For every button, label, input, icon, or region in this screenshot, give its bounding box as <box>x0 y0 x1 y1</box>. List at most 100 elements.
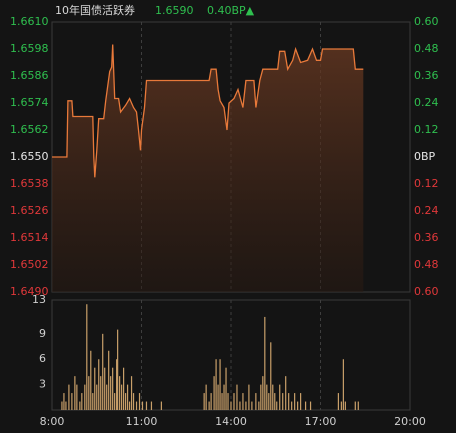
volume-bar <box>342 359 344 410</box>
volume-bar <box>260 384 262 410</box>
volume-bar <box>304 401 307 410</box>
y-tick-label: 1.6526 <box>10 204 49 217</box>
y-tick-label: 1.6586 <box>10 69 49 82</box>
volume-bar <box>65 401 67 410</box>
volume-bar <box>92 393 94 410</box>
volume-tick-label: 3 <box>39 378 46 391</box>
volume-bar <box>119 376 121 410</box>
y2-tick-label: 0BP <box>414 150 436 163</box>
volume-bar <box>251 401 253 410</box>
volume-bar <box>208 401 210 410</box>
volume-bar <box>258 401 260 410</box>
volume-bar <box>96 384 98 410</box>
volume-bar <box>98 359 100 410</box>
volume-bar <box>219 359 221 410</box>
volume-bar <box>340 401 342 410</box>
volume-bar <box>68 384 70 410</box>
volume-bar <box>121 384 123 410</box>
volume-bar <box>88 376 90 410</box>
volume-bar <box>354 401 356 410</box>
volume-bar <box>215 359 217 410</box>
y-tick-label: 1.6610 <box>10 15 49 28</box>
volume-bar <box>94 367 96 410</box>
volume-bar <box>291 401 293 410</box>
volume-bar <box>221 393 223 410</box>
volume-bar <box>90 350 92 410</box>
last-price: 1.6590 <box>155 4 194 17</box>
volume-tick-label: 13 <box>32 293 46 306</box>
volume-bar <box>217 384 219 410</box>
volume-bar <box>255 393 257 410</box>
y2-tick-label: 0.24 <box>414 204 439 217</box>
instrument-name: 10年国债活跃券 <box>55 3 135 17</box>
y2-tick-label: 0.36 <box>414 69 439 82</box>
volume-bar <box>81 393 83 410</box>
volume-bar <box>86 304 88 410</box>
x-tick-label: 14:00 <box>215 415 247 428</box>
volume-bar <box>294 393 296 410</box>
volume-bar <box>239 401 241 410</box>
y2-tick-label: 0.12 <box>414 177 439 190</box>
volume-bar <box>266 384 268 410</box>
volume-bar <box>138 393 141 410</box>
volume-bar <box>227 393 229 410</box>
volume-bar <box>108 350 110 410</box>
volume-bar <box>236 384 238 410</box>
volume-bar <box>71 393 73 410</box>
volume-bar <box>150 401 153 410</box>
x-tick-label: 11:00 <box>126 415 158 428</box>
volume-bar <box>210 393 212 410</box>
y-tick-label: 1.6574 <box>10 96 49 109</box>
volume-bar <box>242 393 244 410</box>
volume-bar <box>213 376 215 410</box>
volume-bar <box>274 393 276 410</box>
volume-bar <box>132 393 135 410</box>
volume-bar <box>63 393 65 410</box>
volume-bar <box>74 376 76 410</box>
volume-bar <box>205 384 207 410</box>
volume-bar <box>145 401 148 410</box>
y-tick-label: 1.6538 <box>10 177 49 190</box>
volume-bar <box>112 367 114 410</box>
y2-tick-label: 0.12 <box>414 123 439 136</box>
volume-bar <box>203 393 205 410</box>
volume-bar <box>262 376 264 410</box>
volume-tick-label: 9 <box>39 327 46 340</box>
volume-bar <box>106 384 108 410</box>
y-tick-label: 1.6562 <box>10 123 49 136</box>
volume-bar <box>300 393 302 410</box>
y2-tick-label: 0.48 <box>414 258 439 271</box>
volume-bar <box>102 333 104 410</box>
volume-bar <box>233 393 235 410</box>
volume-bar <box>123 367 125 410</box>
volume-bar <box>124 393 127 410</box>
x-tick-label: 17:00 <box>305 415 337 428</box>
y-tick-label: 1.6490 <box>10 285 49 298</box>
y2-tick-label: 0.48 <box>414 42 439 55</box>
y-tick-label: 1.6550 <box>10 150 49 163</box>
y-tick-label: 1.6598 <box>10 42 49 55</box>
volume-bar <box>160 401 162 410</box>
volume-bar <box>288 393 290 410</box>
volume-bar <box>130 376 133 410</box>
y2-tick-label: 0.24 <box>414 96 439 109</box>
y-tick-label: 1.6502 <box>10 258 49 271</box>
volume-bar <box>268 393 270 410</box>
volume-bar <box>84 384 86 410</box>
y2-tick-label: 0.36 <box>414 231 439 244</box>
volume-bar <box>276 401 278 410</box>
volume-bar <box>309 401 312 410</box>
x-tick-label: 8:00 <box>40 415 65 428</box>
volume-bar <box>344 401 346 410</box>
volume-bar <box>357 401 359 410</box>
volume-bar <box>110 376 112 410</box>
volume-bar <box>117 329 119 410</box>
volume-bar <box>116 359 118 410</box>
volume-bar <box>279 384 281 410</box>
volume-bar <box>337 393 339 410</box>
volume-bar <box>223 384 225 410</box>
volume-bar <box>61 401 63 410</box>
volume-bar <box>135 401 138 410</box>
volume-bar <box>230 401 232 410</box>
